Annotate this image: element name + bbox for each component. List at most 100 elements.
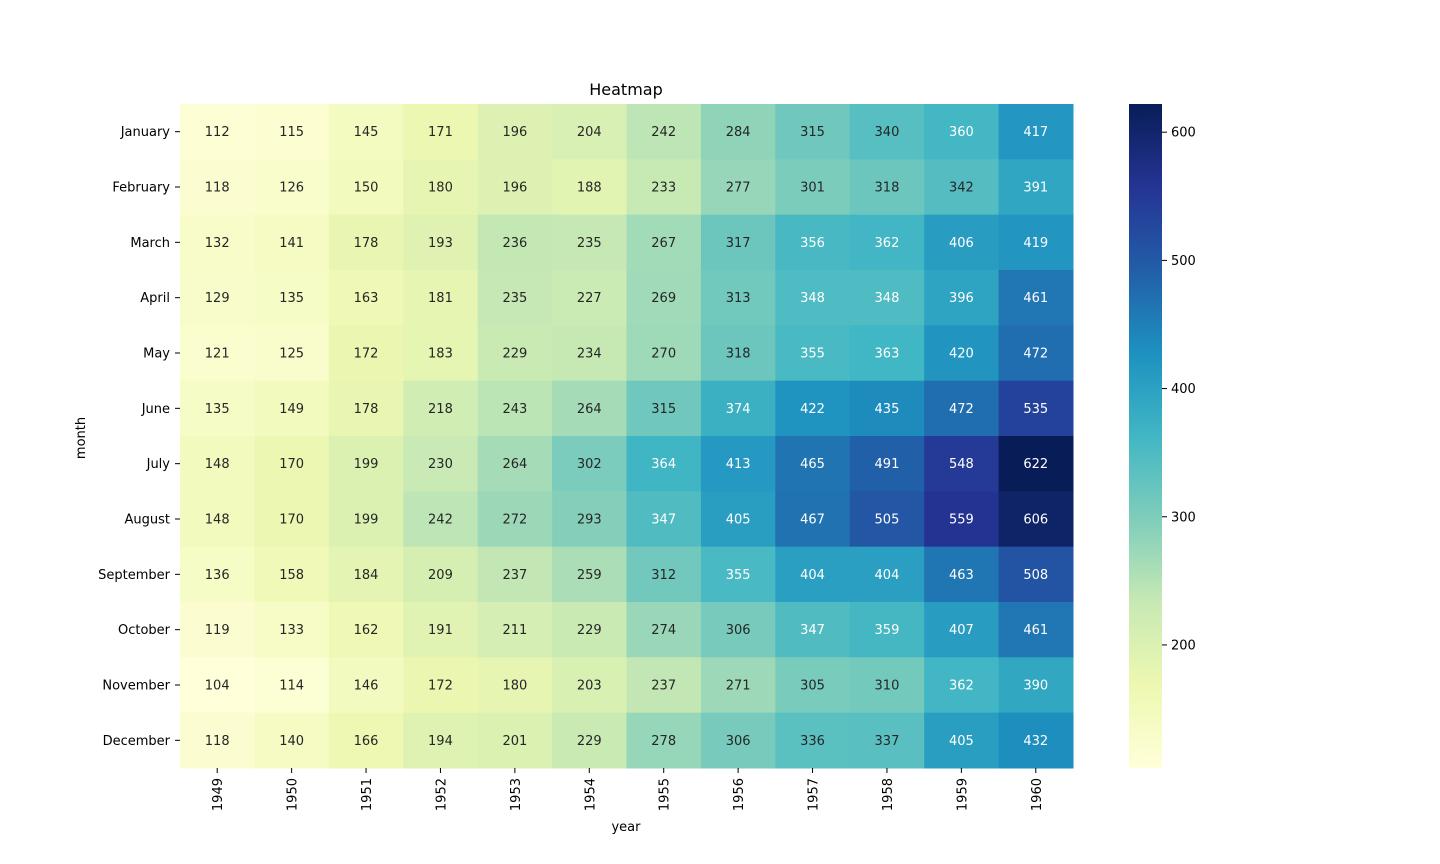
cell-value-label: 284: [726, 125, 751, 140]
heatmap-cell: [849, 602, 925, 658]
heatmap-cell: [552, 380, 627, 437]
heatmap-cell: [998, 491, 1074, 548]
cell-value-label: 180: [502, 679, 527, 694]
cell-value-label: 310: [875, 679, 900, 694]
heatmap-cell: [998, 657, 1074, 714]
heatmap-cell: [254, 657, 330, 714]
cell-value-label: 191: [428, 623, 453, 638]
heatmap-cell: [924, 436, 1000, 492]
heatmap-cell: [254, 380, 330, 437]
heatmap-cell: [403, 325, 479, 382]
heatmap-cell: [775, 712, 851, 769]
cell-value-label: 271: [726, 679, 751, 694]
x-tick-label: 1954: [583, 778, 598, 811]
cell-value-label: 306: [726, 734, 751, 749]
heatmap-cell: [328, 159, 404, 216]
y-axis-label: month: [74, 417, 89, 459]
heatmap-cell: [849, 270, 925, 326]
cell-value-label: 606: [1023, 513, 1048, 528]
heatmap-cell: [477, 159, 553, 216]
cell-value-label: 135: [279, 291, 304, 306]
cell-value-label: 336: [800, 734, 825, 749]
heatmap-cell: [775, 214, 851, 271]
y-tick-label: March: [130, 236, 170, 251]
heatmap-cell: [998, 712, 1074, 769]
cell-value-label: 136: [205, 568, 230, 583]
colorbar-tick-label: 200: [1171, 638, 1196, 653]
cell-value-label: 118: [205, 734, 230, 749]
cell-value-label: 170: [279, 513, 304, 528]
heatmap-cell: [477, 270, 553, 326]
cell-value-label: 277: [726, 181, 751, 196]
heatmap-cell: [328, 270, 404, 326]
heatmap-cell: [403, 436, 479, 492]
cell-value-label: 356: [800, 236, 825, 251]
x-tick-label: 1949: [211, 778, 226, 811]
heatmap-cell: [552, 546, 627, 603]
cell-value-label: 237: [651, 679, 676, 694]
cell-value-label: 234: [577, 347, 602, 362]
cell-value-label: 236: [502, 236, 527, 251]
cell-value-label: 135: [205, 402, 230, 417]
cell-value-label: 158: [279, 568, 304, 583]
cell-value-label: 313: [726, 291, 751, 306]
cell-value-label: 302: [577, 457, 602, 472]
heatmap-cell: [477, 657, 553, 714]
cell-value-label: 112: [205, 125, 230, 140]
cell-value-label: 422: [800, 402, 825, 417]
x-tick-label: 1951: [360, 778, 375, 811]
cell-value-label: 188: [577, 181, 602, 196]
y-tick-label: May: [143, 347, 170, 362]
heatmap-cell: [775, 436, 851, 492]
heatmap-cell: [552, 436, 627, 492]
x-axis-label: year: [611, 820, 641, 835]
cell-value-label: 194: [428, 734, 453, 749]
cell-value-label: 140: [279, 734, 304, 749]
cell-value-label: 363: [875, 347, 900, 362]
y-tick-label: December: [103, 734, 171, 749]
cell-value-label: 405: [949, 734, 974, 749]
heatmap-cell: [328, 546, 404, 603]
heatmap-cell: [998, 436, 1074, 492]
cell-value-label: 178: [354, 236, 379, 251]
heatmap-cell: [180, 602, 255, 658]
heatmap-cell: [180, 491, 255, 548]
heatmap-cell: [924, 546, 1000, 603]
cell-value-label: 171: [428, 125, 453, 140]
cell-value-label: 227: [577, 291, 602, 306]
cell-value-label: 305: [800, 679, 825, 694]
x-tick-label: 1957: [807, 778, 822, 811]
heatmap-cell: [254, 159, 330, 216]
heatmap-cell: [403, 270, 479, 326]
heatmap-cell: [328, 657, 404, 714]
cell-value-label: 318: [875, 181, 900, 196]
x-tick-label: 1953: [509, 778, 524, 811]
cell-value-label: 242: [651, 125, 676, 140]
colorbar-ticks: 200 300 400 500 600: [1162, 126, 1196, 653]
cell-value-label: 121: [205, 347, 230, 362]
heatmap-cell: [775, 657, 851, 714]
cell-value-label: 317: [726, 236, 751, 251]
cell-value-label: 211: [502, 623, 527, 638]
heatmap-cell: [328, 491, 404, 548]
heatmap-cell: [477, 602, 553, 658]
cell-value-label: 230: [428, 457, 453, 472]
y-tick-label: January: [120, 125, 171, 140]
y-tick-label: April: [140, 291, 170, 306]
heatmap-cell: [254, 546, 330, 603]
heatmap-cell: [700, 325, 776, 382]
heatmap-cell: [180, 214, 255, 271]
y-tick-label: February: [112, 181, 170, 196]
heatmap-cell: [552, 325, 627, 382]
heatmap-cell: [998, 602, 1074, 658]
cell-value-label: 347: [651, 513, 676, 528]
heatmap-cell: [477, 436, 553, 492]
heatmap-cell: [477, 380, 553, 437]
heatmap-cell: [849, 325, 925, 382]
cell-value-label: 141: [279, 236, 304, 251]
heatmap-cell: [775, 104, 851, 160]
y-tick-label: July: [146, 457, 171, 472]
heatmap-cell: [626, 712, 702, 769]
heatmap-cell: [924, 602, 1000, 658]
heatmap-cell: [849, 546, 925, 603]
